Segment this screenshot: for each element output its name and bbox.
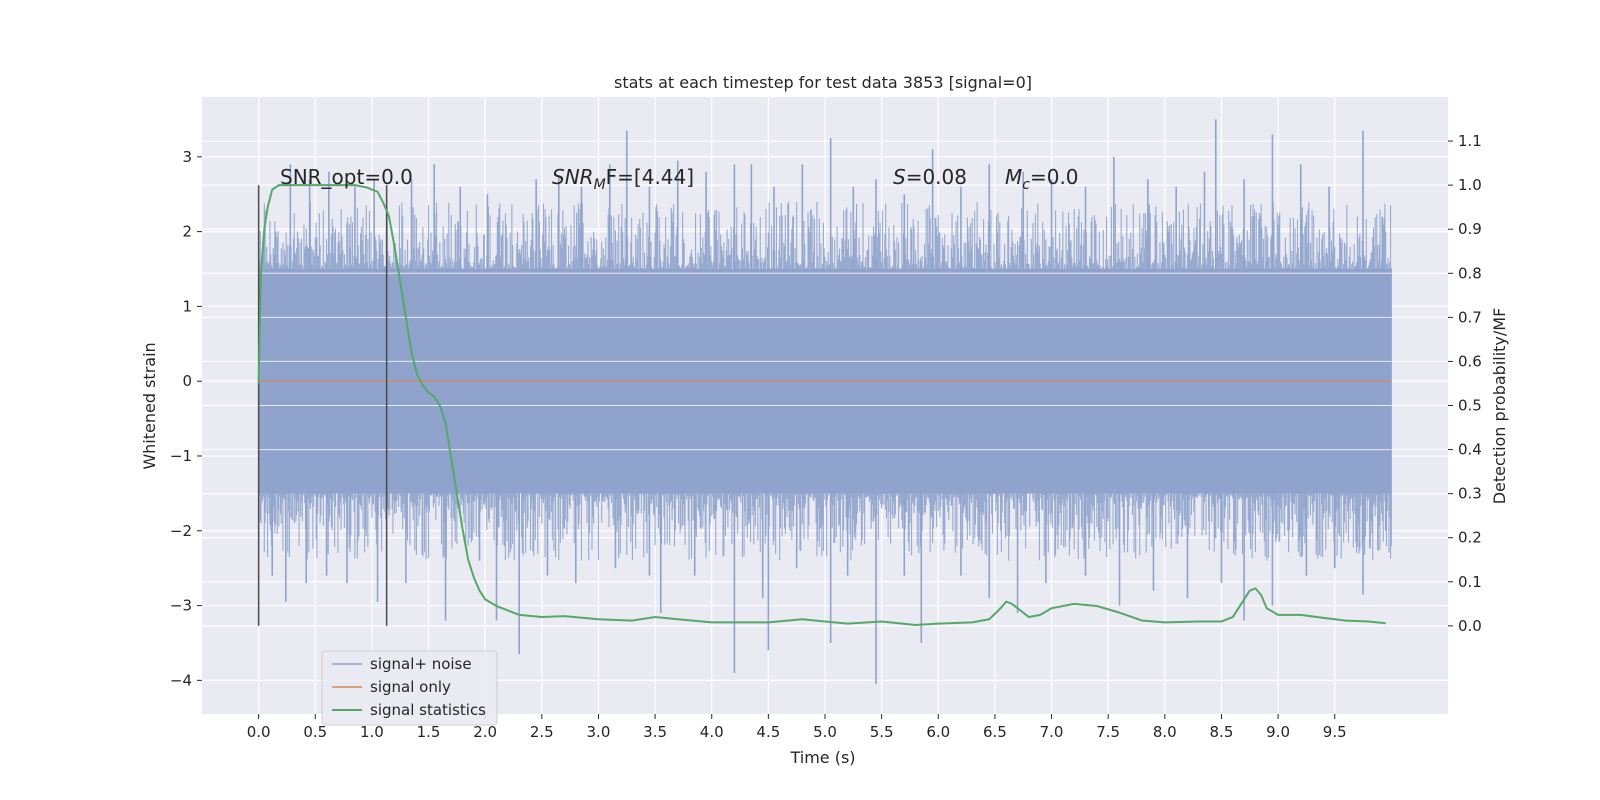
x-tick-label: 3.5 bbox=[643, 723, 667, 741]
y-left-tick-label: −4 bbox=[170, 671, 192, 689]
y-left-tick-label: 1 bbox=[182, 297, 192, 315]
signal-statistics-line bbox=[257, 184, 1386, 626]
y-right-tick-label: 0.8 bbox=[1458, 264, 1482, 282]
annotation-mc-main: M bbox=[1005, 165, 1022, 189]
y-left-tick-label: 2 bbox=[182, 223, 192, 241]
x-tick-label: 7.5 bbox=[1096, 723, 1120, 741]
x-tick-label: 0.5 bbox=[303, 723, 327, 741]
annotation-mc: Mc=0.0 bbox=[1005, 165, 1079, 193]
y-right-tick-label: 1.0 bbox=[1458, 176, 1482, 194]
x-axis-ticks: 0.0 0.5 1.0 1.5 2.0 2.5 3.0 3.5 4.0 4.5 5.0 5.5 6.0 6… bbox=[247, 714, 1347, 741]
y-left-tick-label: −1 bbox=[170, 447, 192, 465]
annotation-mc-sub: c bbox=[1022, 177, 1030, 193]
legend: signal+ noise signal only signal statist… bbox=[321, 650, 498, 726]
y-left-tick-label: −2 bbox=[170, 522, 192, 540]
x-axis-label: Time (s) bbox=[789, 748, 855, 767]
annotation-snr-mf-main: SNR bbox=[552, 165, 594, 189]
left-y-axis-ticks: 3 2 1 0 −1 −2 −3 −4 bbox=[170, 148, 202, 689]
x-tick-label: 6.0 bbox=[926, 723, 950, 741]
y-right-tick-label: 0.9 bbox=[1458, 220, 1482, 238]
x-tick-label: 4.5 bbox=[756, 723, 780, 741]
x-tick-label: 4.0 bbox=[700, 723, 724, 741]
annotation-snr-mf: SNRMF=[4.44] bbox=[552, 165, 694, 193]
right-y-axis-ticks: 1.1 1.0 0.9 0.8 0.7 0.6 0.5 0.4 0.3 0.2 0.1 0.0 bbox=[1448, 132, 1482, 635]
x-tick-label: 1.5 bbox=[417, 723, 441, 741]
x-tick-label: 5.5 bbox=[870, 723, 894, 741]
x-tick-label: 2.0 bbox=[473, 723, 497, 741]
x-tick-label: 9.5 bbox=[1323, 723, 1347, 741]
signal-statistics-series bbox=[257, 184, 1386, 626]
left-y-axis-label: Whitened strain bbox=[140, 342, 159, 469]
y-right-tick-label: 0.3 bbox=[1458, 485, 1482, 503]
annotations: SNR_opt=0.0 SNRMF=[4.44] S=0.08 Mc=0.0 bbox=[280, 165, 1079, 193]
annotation-mc-rest: =0.0 bbox=[1030, 165, 1079, 189]
y-left-tick-label: 3 bbox=[182, 148, 192, 166]
vertical-markers bbox=[257, 185, 388, 626]
y-right-tick-label: 0.0 bbox=[1458, 617, 1482, 635]
annotation-s-main: S bbox=[893, 165, 906, 189]
x-tick-label: 9.0 bbox=[1266, 723, 1290, 741]
y-left-tick-label: 0 bbox=[182, 372, 192, 390]
legend-label-signal: signal only bbox=[370, 678, 451, 696]
y-right-tick-label: 0.1 bbox=[1458, 573, 1482, 591]
y-right-tick-label: 0.5 bbox=[1458, 397, 1482, 415]
annotation-snr-mf-sub: M bbox=[594, 177, 606, 193]
legend-label-stats: signal statistics bbox=[370, 701, 486, 719]
annotation-snr-mf-rest: F=[4.44] bbox=[606, 165, 694, 189]
x-tick-label: 2.5 bbox=[530, 723, 554, 741]
right-y-axis-label: Detection probability/MF bbox=[1490, 308, 1509, 505]
y-right-tick-label: 0.6 bbox=[1458, 352, 1482, 370]
y-right-tick-label: 0.4 bbox=[1458, 441, 1482, 459]
x-tick-label: 5.0 bbox=[813, 723, 837, 741]
y-left-tick-label: −3 bbox=[170, 597, 192, 615]
x-tick-label: 1.0 bbox=[360, 723, 384, 741]
y-right-tick-label: 1.1 bbox=[1458, 132, 1482, 150]
x-tick-label: 8.5 bbox=[1210, 723, 1234, 741]
x-tick-label: 0.0 bbox=[247, 723, 271, 741]
x-tick-label: 3.0 bbox=[587, 723, 611, 741]
x-tick-label: 7.0 bbox=[1040, 723, 1064, 741]
x-tick-label: 8.0 bbox=[1153, 723, 1177, 741]
legend-label-noise: signal+ noise bbox=[370, 655, 472, 673]
annotation-s: S=0.08 bbox=[893, 165, 967, 189]
annotation-snr-opt: SNR_opt=0.0 bbox=[280, 165, 413, 189]
x-tick-label: 6.5 bbox=[983, 723, 1007, 741]
chart-title: stats at each timestep for test data 385… bbox=[614, 73, 1032, 92]
legend-box bbox=[321, 650, 498, 726]
y-right-tick-label: 0.2 bbox=[1458, 529, 1482, 547]
annotation-s-rest: =0.08 bbox=[906, 165, 967, 189]
y-right-tick-label: 0.7 bbox=[1458, 308, 1482, 326]
